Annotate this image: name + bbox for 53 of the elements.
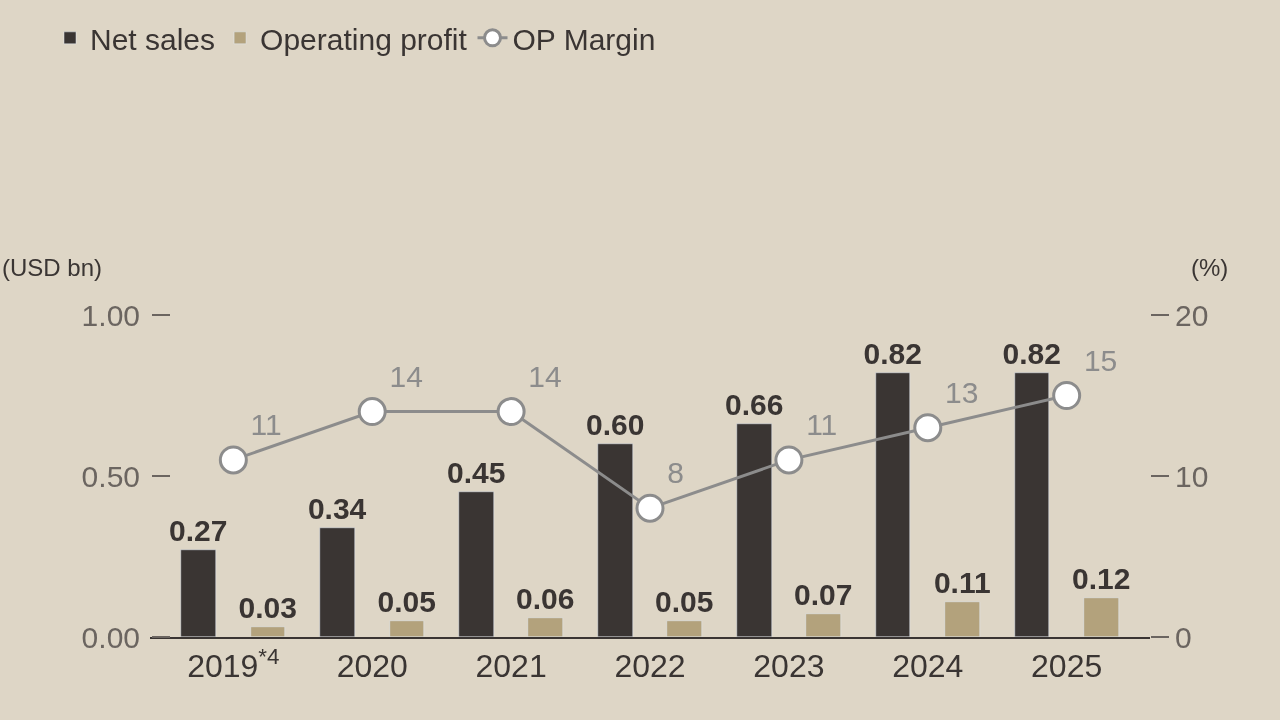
data-label: 0.07 [794, 577, 853, 611]
data-label: 13 [945, 375, 979, 409]
data-label: 0.34 [307, 491, 367, 525]
bar [527, 617, 563, 637]
data-label: 14 [528, 359, 562, 393]
x-tick-label: 2021 [475, 648, 547, 685]
legend-label: Operating profit [260, 22, 468, 56]
y-axis-title: (USD bn) [2, 254, 103, 281]
data-label: 0.66 [725, 387, 784, 421]
y2-tick-label: 0 [1175, 620, 1192, 654]
y-tick-label: 0.50 [81, 459, 140, 493]
x-tick-label: 2025 [1031, 648, 1103, 685]
data-label: 0.06 [516, 581, 575, 615]
data-label: 11 [250, 408, 282, 442]
y-tick-label: 1.00 [81, 298, 140, 332]
point [913, 413, 943, 443]
data-label: 0.45 [447, 455, 506, 489]
data-label: 0.03 [238, 590, 297, 624]
data-label: 0.12 [1072, 561, 1131, 595]
data-label: 15 [1083, 343, 1118, 377]
data-label: 0.60 [586, 407, 645, 441]
bar [666, 620, 702, 637]
point [635, 493, 665, 523]
data-label: 0.11 [933, 565, 991, 599]
data-label: 14 [389, 359, 423, 393]
x-tick-label: 2022 [614, 648, 686, 685]
y2-tick-label: 20 [1175, 298, 1209, 332]
point [774, 445, 804, 475]
bar [389, 620, 424, 637]
data-label: 0.05 [377, 584, 436, 618]
x-tick-label: 2020 [336, 648, 408, 685]
bar [805, 613, 841, 637]
data-label: 11 [806, 408, 838, 442]
y-tick-label: 0.00 [81, 620, 140, 654]
point [496, 397, 526, 427]
data-label: 0.82 [863, 336, 922, 370]
data-label: 8 [667, 456, 684, 490]
y2-tick-label: 10 [1175, 459, 1209, 493]
data-label: 0.27 [169, 513, 228, 547]
point [218, 445, 248, 475]
data-label: 0.82 [1002, 336, 1061, 370]
y2-axis-title: (%) [1191, 254, 1229, 281]
legend-label: Net sales [90, 22, 216, 56]
bar [944, 601, 980, 637]
point [357, 397, 387, 427]
bar [1083, 597, 1119, 637]
point [1052, 381, 1082, 410]
bar [250, 626, 285, 637]
x-tick-label: 2019$^{*4}$ [187, 643, 280, 685]
legend-label: OP Margin [512, 22, 656, 56]
x-tick-label: 2024 [892, 648, 964, 685]
data-label: 0.05 [655, 584, 714, 618]
x-tick-label: 2023 [753, 648, 825, 685]
